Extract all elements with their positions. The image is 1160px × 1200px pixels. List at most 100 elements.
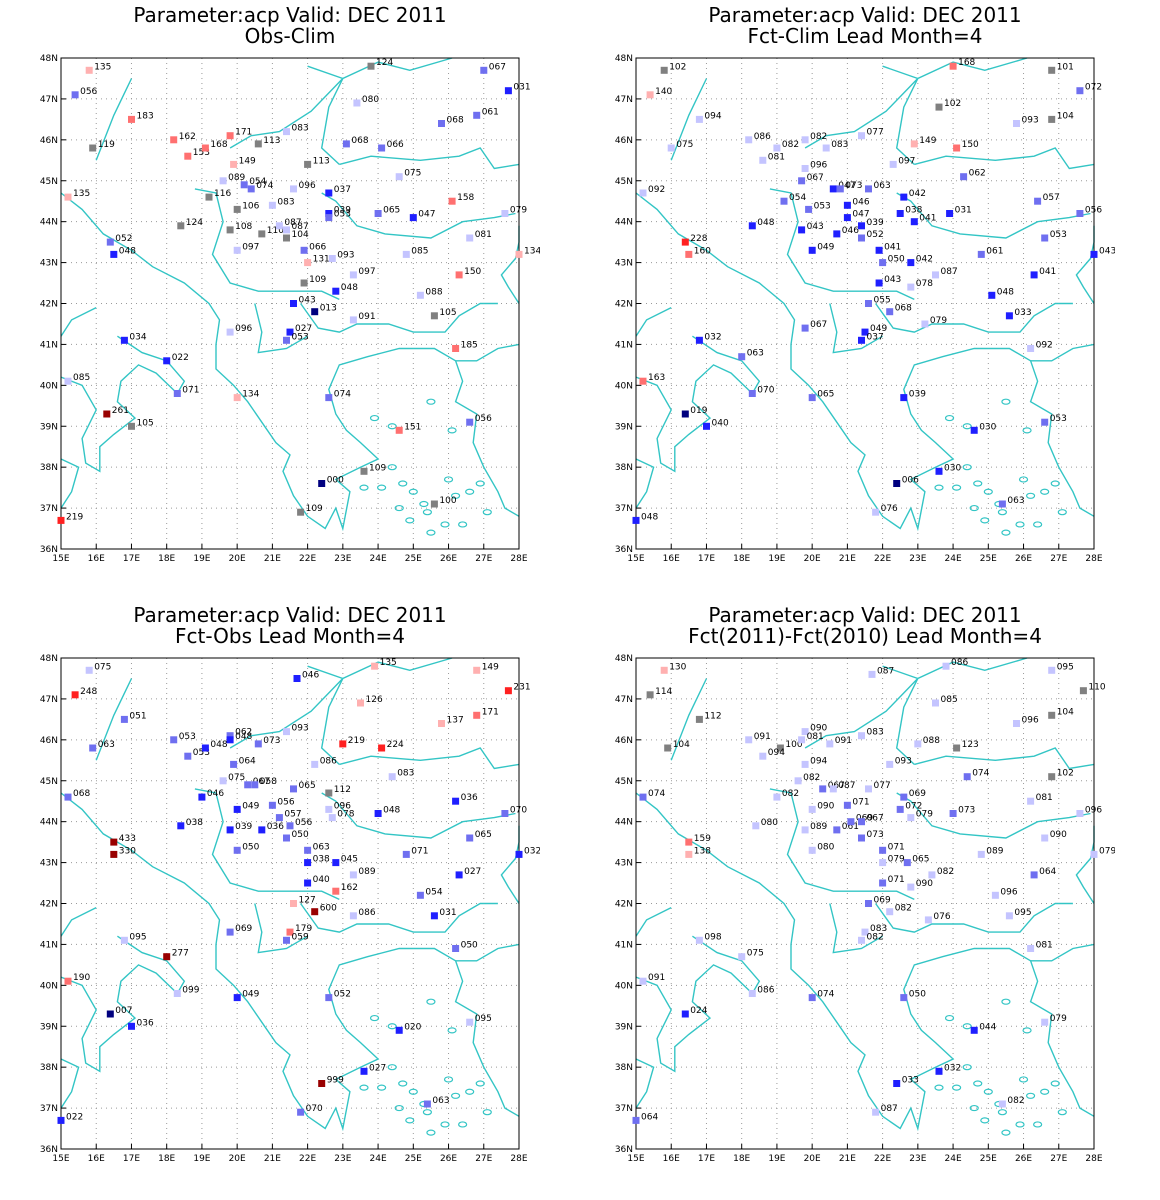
station-value-label: 050	[909, 990, 926, 1000]
station-value-label: 075	[747, 949, 764, 959]
station-marker	[430, 500, 438, 508]
lon-tick-label: 27E	[1050, 554, 1067, 564]
station-marker	[283, 336, 290, 344]
station-value-label: 162	[341, 883, 358, 893]
island-outline	[398, 480, 408, 487]
lon-tick-label: 15E	[627, 1154, 644, 1164]
coastline-segment	[804, 57, 1028, 149]
station-marker	[865, 785, 872, 793]
station-value-label: 073	[263, 736, 280, 746]
coastline-segment	[307, 665, 344, 765]
station-marker	[759, 752, 767, 760]
station-marker	[900, 193, 908, 201]
station-value-label: 083	[397, 769, 414, 779]
lat-tick-label: 40N	[40, 381, 58, 391]
station-value-label: 228	[690, 234, 707, 244]
station-value-label: 061	[482, 107, 499, 117]
lat-tick-label: 42N	[40, 300, 58, 310]
station-value-label: 086	[358, 908, 375, 918]
station-marker	[254, 740, 262, 748]
station-marker	[843, 801, 851, 809]
station-value-label: 068	[351, 136, 368, 146]
lon-tick-label: 17E	[123, 1154, 140, 1164]
station-value-label: 104	[1057, 707, 1074, 717]
lat-tick-label: 41N	[615, 940, 633, 950]
station-marker	[480, 66, 488, 74]
station-value-label: 047	[852, 210, 869, 220]
station-value-label: 135	[94, 62, 111, 72]
station-marker	[646, 91, 654, 99]
coastline-segment	[769, 188, 915, 301]
station-value-label: 075	[228, 773, 245, 783]
station-value-label: 083	[292, 124, 309, 134]
panel-subtitle: Fct-Clim Lead Month=4	[747, 24, 983, 48]
station-value-label: 134	[242, 390, 259, 400]
island-outline	[1033, 521, 1043, 528]
station-marker	[57, 1116, 65, 1124]
station-value-label: 082	[937, 867, 954, 877]
station-marker	[808, 394, 816, 402]
station-value-label: 050	[242, 842, 259, 852]
station-map: 15E 16E 17E 18E 19E 20E 21E 22E 23E 24E 25E 26E 27E 2…	[615, 654, 1115, 1164]
station-marker	[970, 1026, 978, 1034]
island-outline	[426, 1129, 436, 1136]
station-marker	[1048, 66, 1056, 74]
coastline-segment	[829, 903, 883, 954]
island-outline	[359, 484, 369, 491]
lon-tick-label: 20E	[804, 1154, 821, 1164]
station-marker	[325, 214, 333, 222]
station-marker	[311, 908, 319, 916]
station-value-label: 109	[369, 463, 386, 473]
station-marker	[921, 320, 929, 328]
station-value-label: 074	[334, 390, 351, 400]
station-map: 15E 16E 17E 18E 19E 20E 21E 22E 23E 24E 25E 26E 27E 2…	[40, 54, 540, 564]
coastline-segment	[254, 903, 308, 954]
station-value-label: 080	[761, 818, 778, 828]
station-marker	[300, 279, 308, 287]
island-outline	[983, 488, 993, 495]
station-marker	[801, 136, 809, 144]
coastline-segment	[254, 303, 308, 354]
island-outline	[952, 1084, 962, 1091]
station-marker	[833, 826, 841, 834]
station-value-label: 031	[439, 908, 456, 918]
station-value-label: 073	[958, 806, 975, 816]
station-value-label: 038	[186, 818, 203, 828]
station-marker	[395, 173, 403, 181]
station-value-label: 069	[874, 896, 891, 906]
station-value-label: 037	[867, 332, 884, 342]
station-value-label: 050	[888, 255, 905, 265]
station-map: 15E 16E 17E 18E 19E 20E 21E 22E 23E 24E 25E 26E 27E 2…	[615, 54, 1115, 564]
station-marker	[833, 230, 841, 238]
island-outline	[465, 488, 475, 495]
station-value-label: 053	[193, 748, 210, 758]
station-marker	[808, 246, 816, 254]
station-marker	[226, 736, 234, 744]
station-value-label: 094	[768, 748, 785, 758]
station-value-label: 099	[182, 986, 199, 996]
station-marker	[184, 752, 192, 760]
station-value-label: 097	[242, 242, 259, 252]
station-value-label: 050	[292, 830, 309, 840]
lon-tick-label: 18E	[733, 1154, 750, 1164]
station-value-label: 095	[475, 1014, 492, 1024]
station-marker	[275, 814, 283, 822]
island-outline	[1040, 1088, 1050, 1095]
station-value-label: 063	[98, 740, 115, 750]
station-value-label: 064	[239, 756, 256, 766]
lat-tick-label: 44N	[40, 818, 58, 828]
island-outline	[1033, 1121, 1043, 1128]
island-outline	[419, 500, 429, 508]
lon-tick-label: 24E	[370, 1154, 387, 1164]
station-marker	[752, 822, 760, 830]
island-outline	[458, 1121, 468, 1128]
station-marker	[286, 822, 294, 830]
station-marker	[865, 900, 872, 907]
station-value-label: 149	[239, 156, 256, 166]
station-value-label: 071	[411, 846, 428, 856]
station-marker	[1041, 418, 1049, 426]
lat-tick-label: 39N	[615, 1022, 633, 1032]
station-marker	[275, 222, 283, 230]
station-marker	[226, 826, 234, 834]
